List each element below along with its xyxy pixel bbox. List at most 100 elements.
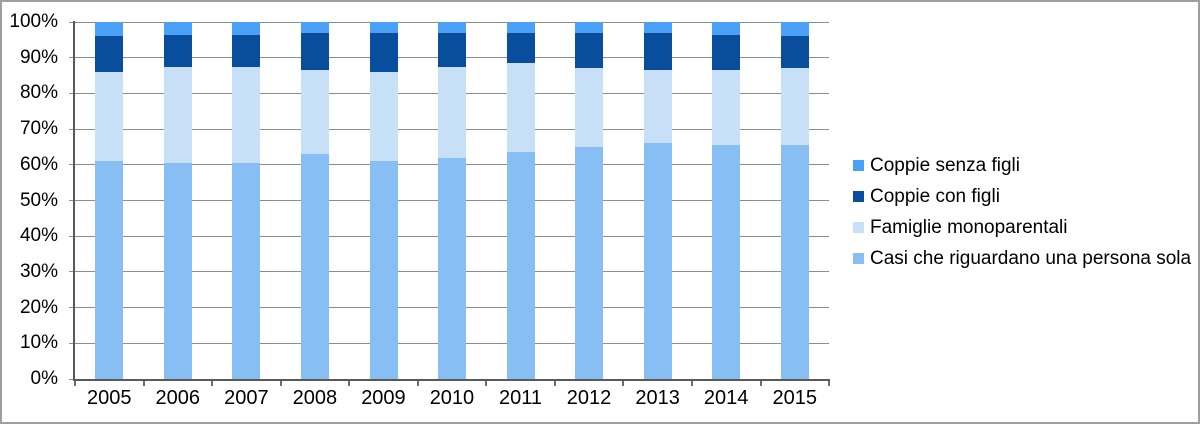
bar-segment-famiglie-monoparentali [438, 66, 466, 158]
legend-swatch-icon [853, 160, 864, 171]
y-axis-label-20: 20% [19, 296, 58, 318]
bar-segment-coppie-con-figli [438, 32, 466, 67]
bar-segment-coppie-con-figli [163, 34, 192, 67]
x-axis-label-2012: 2012 [566, 387, 612, 409]
x-tick-6 [485, 381, 488, 386]
bar-segment-coppie-con-figli [95, 36, 124, 72]
y-tick-20 [69, 307, 75, 309]
bar-segment-casi-che-riguardano-una-persona-sola [506, 152, 535, 379]
bar-segment-coppie-con-figli [300, 32, 329, 71]
bar-2009 [369, 22, 398, 379]
y-axis-label-80: 80% [19, 82, 58, 104]
bar-segment-famiglie-monoparentali [643, 70, 672, 144]
legend-swatch-icon [853, 222, 864, 233]
legend-item-casi-che-riguardano-una-persona-sola: Casi che riguardano una persona sola [853, 248, 1191, 269]
y-axis-label-30: 30% [19, 260, 58, 282]
x-axis-label-2007: 2007 [224, 387, 269, 409]
bar-segment-casi-che-riguardano-una-persona-sola [369, 161, 398, 379]
bar-segment-casi-che-riguardano-una-persona-sola [438, 157, 466, 379]
x-axis-line [73, 379, 830, 381]
x-tick-5 [416, 381, 419, 386]
x-tick-11 [828, 381, 830, 386]
y-tick-90 [69, 57, 75, 59]
x-tick-10 [759, 381, 762, 386]
x-tick-7 [553, 381, 556, 386]
bar-segment-coppie-con-figli [506, 32, 535, 64]
bar-2007 [232, 22, 261, 379]
x-tick-4 [348, 381, 351, 386]
y-axis-label-40: 40% [19, 225, 58, 247]
bar-2008 [300, 22, 329, 379]
bar-segment-coppie-senza-figli [369, 22, 398, 33]
bar-2012 [575, 22, 604, 379]
bar-segment-famiglie-monoparentali [780, 68, 809, 146]
y-axis-label-100: 100% [9, 11, 58, 32]
bar-segment-coppie-senza-figli [712, 22, 741, 35]
bar-segment-famiglie-monoparentali [575, 68, 604, 147]
bar-segment-famiglie-monoparentali [369, 71, 398, 162]
bar-segment-coppie-con-figli [643, 32, 672, 71]
x-tick-9 [690, 381, 693, 386]
y-axis-label-50: 50% [19, 189, 58, 211]
x-axis-label-2006: 2006 [155, 387, 201, 409]
bar-segment-famiglie-monoparentali [712, 70, 741, 146]
y-axis-line [73, 21, 75, 381]
x-axis-label-2013: 2013 [635, 387, 680, 409]
x-axis-label-2011: 2011 [499, 387, 543, 409]
legend-label: Casi che riguardano una persona sola [870, 247, 1192, 269]
x-tick-1 [142, 381, 145, 386]
bar-2005 [95, 22, 124, 379]
y-tick-0 [69, 378, 75, 380]
bar-segment-coppie-senza-figli [232, 22, 261, 35]
y-tick-10 [69, 342, 75, 344]
legend-label: Coppie senza figli [870, 154, 1020, 176]
bar-segment-famiglie-monoparentali [163, 66, 192, 164]
bar-segment-casi-che-riguardano-una-persona-sola [300, 154, 329, 379]
bar-2006 [163, 22, 192, 379]
legend-item-coppie-senza-figli: Coppie senza figli [853, 155, 1191, 176]
x-axis-label-2009: 2009 [361, 387, 406, 409]
gridline-100 [75, 21, 829, 23]
y-axis-label-90: 90% [19, 46, 58, 68]
bar-segment-coppie-senza-figli [575, 22, 604, 33]
legend-item-coppie-con-figli: Coppie con figli [853, 186, 1191, 207]
legend-label: Famiglie monoparentali [870, 216, 1068, 238]
bar-2015 [780, 22, 809, 379]
y-tick-30 [69, 271, 75, 273]
legend-item-famiglie-monoparentali: Famiglie monoparentali [853, 217, 1191, 238]
bar-segment-famiglie-monoparentali [232, 66, 261, 164]
bar-segment-coppie-con-figli [369, 32, 398, 72]
x-tick-3 [279, 381, 282, 386]
bar-segment-coppie-con-figli [780, 36, 809, 69]
bar-segment-coppie-senza-figli [780, 22, 809, 37]
y-tick-70 [69, 128, 75, 130]
bar-segment-casi-che-riguardano-una-persona-sola [575, 146, 604, 379]
y-tick-100 [69, 21, 75, 23]
bar-segment-famiglie-monoparentali [300, 70, 329, 155]
bar-segment-coppie-senza-figli [643, 22, 672, 33]
bar-segment-casi-che-riguardano-una-persona-sola [163, 163, 192, 379]
bar-segment-casi-che-riguardano-una-persona-sola [232, 163, 261, 379]
bar-segment-casi-che-riguardano-una-persona-sola [712, 145, 741, 379]
bar-segment-coppie-senza-figli [438, 22, 466, 33]
bar-segment-coppie-senza-figli [506, 22, 535, 33]
x-axis-label-2005: 2005 [87, 387, 132, 409]
bar-segment-coppie-con-figli [575, 32, 604, 69]
bar-segment-casi-che-riguardano-una-persona-sola [780, 145, 809, 379]
y-axis-label-60: 60% [19, 153, 58, 175]
x-axis-label-2014: 2014 [703, 387, 749, 409]
bar-2011 [506, 22, 535, 379]
bar-2010 [438, 22, 466, 379]
y-tick-80 [69, 92, 75, 94]
x-tick-0 [74, 381, 76, 386]
y-tick-40 [69, 235, 75, 237]
bar-segment-coppie-con-figli [232, 34, 261, 67]
legend-swatch-icon [853, 191, 864, 202]
bar-2014 [712, 22, 741, 379]
bar-segment-casi-che-riguardano-una-persona-sola [643, 143, 672, 379]
x-axis-label-2015: 2015 [772, 387, 818, 409]
x-axis-label-2010: 2010 [429, 387, 475, 409]
y-tick-60 [69, 164, 75, 166]
y-axis-label-10: 10% [19, 332, 58, 354]
legend: Coppie senza figli Coppie con figli Famigl… [853, 155, 1191, 279]
